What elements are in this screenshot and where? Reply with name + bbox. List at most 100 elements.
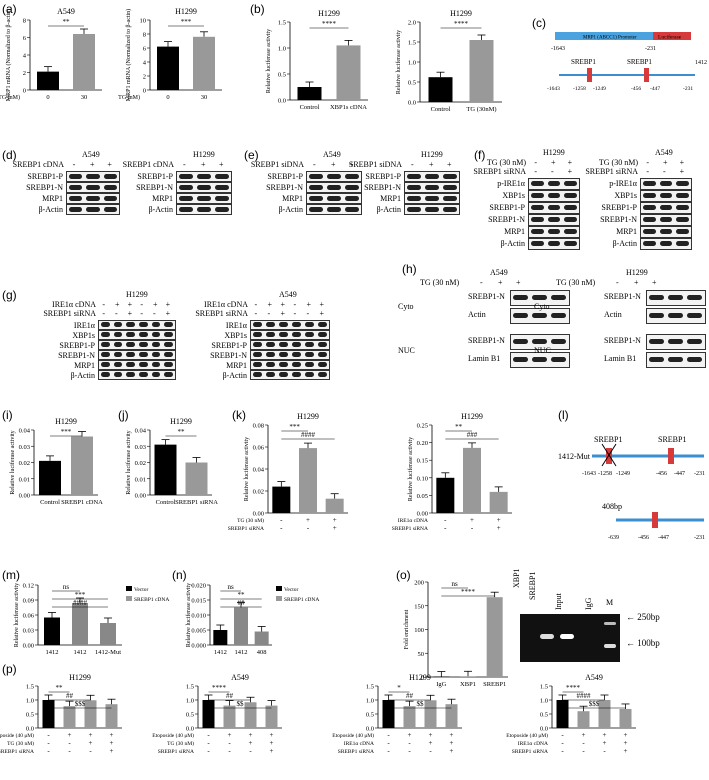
blot-condition-label: SREBP1 cDNA (123, 160, 174, 169)
blot-sign: + (429, 160, 434, 169)
blot-sign: + (331, 160, 336, 169)
blot-band (292, 322, 301, 327)
h-sign: + (516, 278, 521, 287)
h-band (687, 313, 702, 318)
blot-row-label: SREBP1-P (27, 172, 63, 181)
chart-title: H1299 (175, 7, 197, 16)
blot-band (86, 174, 99, 179)
bar (155, 445, 177, 495)
h-band (532, 313, 547, 318)
y-tick-label: 0.12 (23, 583, 34, 590)
y-tick-label: 1.5 (278, 20, 286, 27)
condition-sign: + (110, 731, 114, 739)
blot-strip (306, 193, 362, 204)
blot-band (266, 352, 275, 357)
blot-condition-label: SREBP1 siDNA (349, 160, 402, 169)
blot-band (86, 196, 99, 201)
blot-band (676, 217, 689, 222)
blot-band (197, 207, 211, 212)
blot-band (676, 229, 689, 234)
y-axis-label: Relative luciferase activity (243, 437, 250, 501)
x-tick-label: XBP1s cDNA (330, 104, 367, 111)
blot-sign: - (255, 300, 258, 309)
blot-strip (640, 202, 692, 214)
condition-sign: - (444, 524, 447, 532)
blot-band (407, 196, 421, 201)
blot-sign: - (663, 167, 666, 176)
gel-lane-igg: IgG (584, 598, 593, 610)
y-tick-label: 0.0 (186, 726, 194, 733)
blot-band (69, 207, 82, 212)
x-tick-label: 1412 (235, 649, 248, 656)
blot-band (318, 362, 327, 367)
promoter-schematic: MRP1 (ABCC1) Promoter Luciferase -1643 -… (555, 10, 705, 100)
blot-band (292, 352, 301, 357)
h-band (513, 339, 528, 344)
y-tick-label: 1.5 (186, 684, 194, 691)
blot-strip (66, 193, 120, 204)
y-tick-label: 0.03 (135, 444, 146, 451)
x-tick-label: Control (40, 499, 60, 506)
y-tick-label: 0.09 (23, 598, 34, 605)
sig-mark: #### (73, 599, 88, 607)
blot-band (548, 205, 561, 210)
y-tick-label: 1.0 (540, 698, 548, 705)
blot-band (443, 174, 457, 179)
blot-sign: - (102, 309, 105, 318)
blot-band (139, 362, 148, 367)
bar (43, 700, 55, 728)
blot-band (279, 342, 288, 347)
bar (429, 77, 453, 102)
pos-1412: 1412 (695, 60, 707, 66)
condition-sign: - (68, 739, 71, 747)
legend-swatch (276, 586, 282, 591)
condition-sign: + (497, 516, 501, 524)
blot-band (327, 174, 341, 179)
blot-condition-label: SREBP1 cDNA (13, 160, 64, 169)
blot-row-label: MRP1 (380, 194, 401, 203)
condition-sign: + (429, 731, 433, 739)
blot-band (564, 229, 577, 234)
sig-mark: **** (322, 20, 337, 28)
y-tick-label: 0.5 (408, 80, 416, 87)
blot-strip (176, 171, 232, 182)
sig-mark: ** (63, 18, 71, 26)
blot-band (531, 217, 544, 222)
blot-band (564, 205, 577, 210)
site-label-2: SREBP1 (627, 58, 652, 66)
bar (487, 597, 503, 677)
blot-band (179, 207, 193, 212)
y-tick-label: 0.03 (19, 444, 30, 451)
y-tick-label: 1.5 (408, 40, 416, 47)
blot-strip (528, 226, 580, 238)
y-axis-label: Relative luciferase activity (265, 29, 272, 93)
legend-label: Vector (134, 587, 149, 593)
blot-band (114, 352, 123, 357)
y-tick-label: 100 (414, 627, 424, 634)
sig-mark: ** (56, 684, 64, 692)
panel-label-l: (l) (558, 408, 569, 422)
blot-band (253, 352, 262, 357)
h-band (551, 295, 566, 300)
blot-row-label: SREBP1-N (210, 351, 247, 360)
pos-231: -231 (683, 86, 693, 92)
blot-band (101, 372, 110, 377)
blot-strip (98, 370, 176, 380)
blot-band (197, 174, 211, 179)
blot-band (548, 193, 561, 198)
blot-band (114, 342, 123, 347)
h-band (668, 313, 683, 318)
blot-band (266, 342, 275, 347)
chart-title: H1299 (55, 417, 77, 426)
blot-band (139, 352, 148, 357)
blot-row-label: SREBP1-P (211, 341, 247, 350)
blot-sign: + (166, 309, 171, 318)
x-tick-label: 0 (166, 94, 169, 101)
pos408-231: -231 (694, 535, 705, 541)
condition-label: SREBP1 siRNA (338, 749, 374, 755)
blot-strip (404, 182, 460, 193)
blot-condition-label: SREBP1 siRNA (195, 309, 248, 318)
bar (578, 711, 590, 728)
y-tick-label: 0 (143, 88, 146, 95)
